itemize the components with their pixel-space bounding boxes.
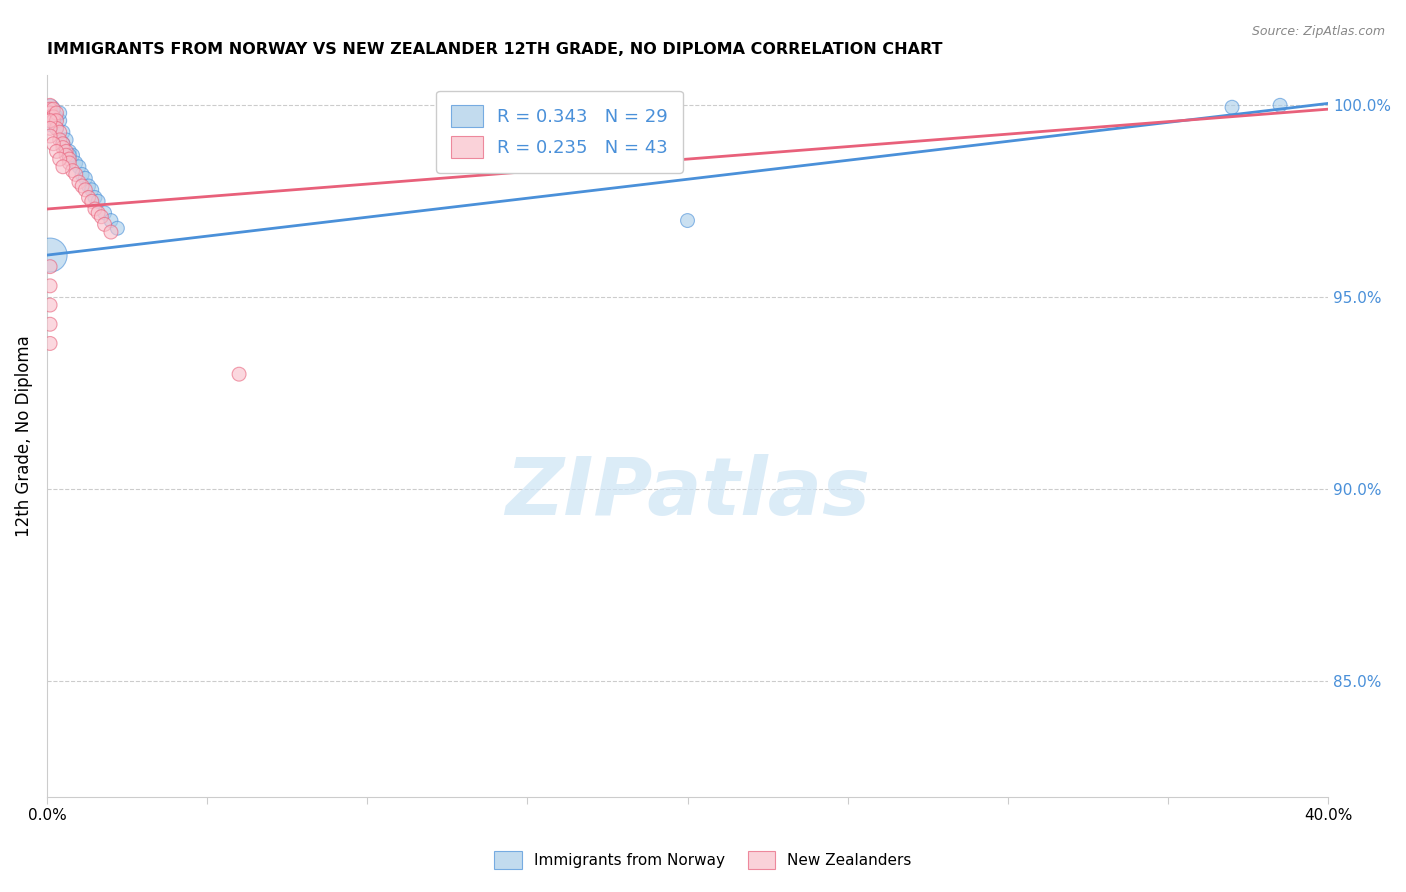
Point [52,160,75,174]
Point [42,112,65,126]
Point [39,121,62,136]
Point [39,118,62,132]
Y-axis label: 12th Grade, No Diploma: 12th Grade, No Diploma [15,334,32,536]
Point [48,152,70,166]
Point [58,156,80,170]
Point [87,206,110,220]
Legend: R = 0.343   N = 29, R = 0.235   N = 43: R = 0.343 N = 29, R = 0.235 N = 43 [436,91,683,173]
Point [65,156,87,170]
Point [70,168,93,182]
Point [39,110,62,124]
Point [45,106,67,120]
Point [84,202,107,216]
Point [67,175,90,189]
Point [105,221,128,235]
Point [80,194,103,209]
Point [77,178,100,193]
Point [48,106,70,120]
Point [58,148,80,162]
Point [90,210,112,224]
Point [93,206,115,220]
Point [39,318,62,332]
Point [55,145,77,159]
Point [58,145,80,159]
Text: ZIPatlas: ZIPatlas [505,454,870,533]
Point [100,213,122,227]
Point [45,110,67,124]
Point [45,113,67,128]
Point [39,102,62,116]
Point [77,190,100,204]
Point [39,278,62,293]
Point [42,110,65,124]
Text: IMMIGRANTS FROM NORWAY VS NEW ZEALANDER 12TH GRADE, NO DIPLOMA CORRELATION CHART: IMMIGRANTS FROM NORWAY VS NEW ZEALANDER … [46,42,942,57]
Point [228,367,250,381]
Point [55,133,77,147]
Point [39,113,62,128]
Point [39,260,62,274]
Point [48,125,70,139]
Point [55,148,77,162]
Point [100,225,122,239]
Point [67,160,90,174]
Point [52,140,75,154]
Point [87,194,110,209]
Legend: Immigrants from Norway, New Zealanders: Immigrants from Norway, New Zealanders [488,845,918,875]
Point [93,218,115,232]
Point [75,183,97,197]
Point [39,106,62,120]
Point [52,136,75,151]
Point [39,129,62,144]
Point [42,136,65,151]
Point [65,168,87,182]
Point [45,121,67,136]
Point [84,190,107,204]
Point [48,133,70,147]
Point [39,298,62,312]
Point [52,125,75,139]
Point [39,98,62,112]
Point [42,113,65,128]
Point [58,152,80,166]
Point [1268,98,1291,112]
Point [39,102,62,116]
Point [45,145,67,159]
Point [48,113,70,128]
Point [75,171,97,186]
Point [676,213,699,227]
Point [52,136,75,151]
Point [45,121,67,136]
Point [62,148,84,162]
Point [39,336,62,351]
Point [62,163,84,178]
Point [42,102,65,116]
Point [70,178,93,193]
Point [39,248,62,262]
Point [80,183,103,197]
Point [42,106,65,120]
Text: Source: ZipAtlas.com: Source: ZipAtlas.com [1251,25,1385,38]
Point [1220,100,1243,114]
